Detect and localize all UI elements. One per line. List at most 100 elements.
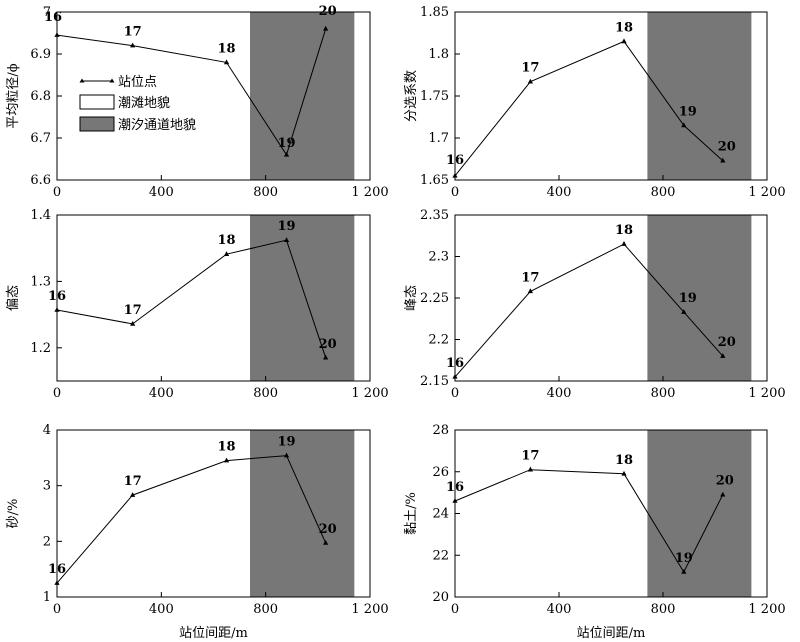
- y-tick-label: 1.85: [420, 5, 449, 20]
- data-point-marker: [223, 59, 230, 65]
- y-axis-label: 峰态: [404, 285, 419, 311]
- y-tick-label: 24: [432, 507, 449, 522]
- data-point-marker: [223, 457, 230, 463]
- y-tick-label: 2.15: [420, 374, 449, 389]
- y-tick-label: 4: [43, 423, 51, 438]
- y-tick-label: 1.75: [420, 89, 449, 104]
- data-point-marker: [130, 42, 136, 48]
- y-axis-label: 砂/%: [6, 499, 21, 529]
- data-point-marker: [130, 492, 136, 497]
- y-tick-label: 2.3: [428, 250, 449, 265]
- station-label-20: 20: [718, 140, 736, 155]
- x-tick-label: 0: [451, 386, 459, 401]
- x-tick-label: 0: [53, 185, 61, 200]
- station-label-18: 18: [217, 440, 235, 455]
- y-tick-label: 2: [43, 534, 51, 549]
- y-axis-label: 黏土/%: [403, 492, 419, 535]
- y-tick-label: 2.35: [420, 208, 449, 223]
- station-label-19: 19: [675, 551, 693, 566]
- data-point-marker: [452, 373, 458, 379]
- station-label-16: 16: [446, 356, 464, 371]
- y-tick-label: 3: [43, 479, 51, 494]
- data-point-marker: [720, 491, 726, 497]
- x-tick-label: 800: [253, 185, 278, 200]
- panel-4: 2.15 2.2 2.25 2.3 2.35 0 400 800 1 200 峰态 16 17 18 19…: [404, 208, 786, 401]
- data-point-marker: [323, 354, 329, 360]
- data-point-marker: [54, 32, 60, 37]
- data-point-marker: [621, 470, 627, 476]
- y-axis-label: 偏态: [6, 285, 21, 311]
- station-label-18: 18: [615, 223, 633, 238]
- legend: 站位点 潮滩地貌 潮汐通道地貌: [79, 75, 196, 133]
- data-point-marker: [452, 497, 458, 503]
- panel-2: 1.65 1.7 1.75 1.8 1.85 0 400 800 1 200 分选系数 16 17 18…: [404, 5, 786, 200]
- data-point-marker: [527, 466, 533, 472]
- x-tick-label: 400: [547, 602, 572, 617]
- channel-shade-band: [647, 430, 752, 597]
- x-axis-label: 站位间距/m: [179, 626, 248, 641]
- station-label-20: 20: [716, 474, 734, 489]
- y-tick-label: 22: [432, 548, 449, 563]
- data-point-marker: [527, 78, 533, 84]
- station-label-16: 16: [446, 480, 464, 495]
- panel-6: 20 22 24 26 28 0 400 800 1 200 黏土/% 站位间距/m 16 17 18 19…: [403, 423, 786, 641]
- panel-5: 1 2 3 4 0 400 800 1 200 砂/% 站位间距/m 16 17 18 19 20: [6, 423, 389, 641]
- data-point-marker: [283, 452, 290, 458]
- station-label-20: 20: [319, 4, 337, 19]
- data-point-marker: [283, 237, 290, 243]
- x-tick-label: 800: [651, 386, 676, 401]
- channel-shade-band: [647, 215, 752, 381]
- data-point-marker: [621, 38, 627, 44]
- station-label-17: 17: [124, 25, 142, 40]
- y-tick-label: 1.4: [30, 208, 51, 223]
- legend-gray-box: [79, 116, 115, 132]
- y-tick-label: 6.8: [30, 89, 51, 104]
- legend-item-station: 站位点: [79, 75, 157, 90]
- station-label-16: 16: [44, 10, 62, 25]
- legend-label-tidal-channel: 潮汐通道地貌: [118, 117, 196, 133]
- channel-shade-band: [250, 12, 355, 180]
- data-point-marker: [54, 306, 60, 312]
- plot-frame: [56, 214, 371, 382]
- station-label-17: 17: [521, 449, 539, 464]
- station-label-17: 17: [124, 474, 142, 489]
- y-tick-label: 1.65: [420, 173, 449, 188]
- y-tick-label: 26: [432, 465, 449, 480]
- y-tick-label: 1.2: [30, 341, 51, 356]
- data-point-marker: [130, 320, 136, 326]
- station-label-19: 19: [277, 136, 295, 151]
- data-point-marker: [720, 353, 726, 358]
- y-tick-label: 28: [432, 423, 449, 438]
- x-tick-label: 0: [451, 185, 459, 200]
- y-tick-label: 1.8: [428, 47, 449, 62]
- y-tick-label: 7: [43, 5, 51, 20]
- y-tick-label: 1.7: [428, 131, 449, 146]
- x-tick-label: 1 200: [748, 602, 785, 617]
- y-axis-label: 分选系数: [404, 70, 419, 122]
- data-point-marker: [54, 580, 60, 585]
- y-tick-label: 6.7: [30, 131, 51, 146]
- data-point-marker: [681, 122, 687, 128]
- data-point-marker: [720, 157, 726, 163]
- data-point-marker: [223, 251, 230, 256]
- station-label-20: 20: [319, 337, 337, 352]
- data-point-marker: [452, 172, 458, 178]
- station-label-20: 20: [718, 335, 736, 350]
- data-point-marker: [621, 241, 627, 246]
- y-tick-label: 6.9: [30, 47, 51, 62]
- x-tick-label: 1 200: [351, 602, 388, 617]
- station-label-18: 18: [217, 233, 235, 248]
- channel-shade-band: [250, 215, 355, 381]
- panels-group: 6.66.76.86.970 400 800 1 200平均粒径/ϕ161718192…: [6, 4, 786, 641]
- data-point-marker: [323, 25, 329, 31]
- y-tick-label: 1: [43, 590, 51, 605]
- x-tick-label: 800: [651, 602, 676, 617]
- channel-shade-band: [250, 430, 355, 597]
- x-tick-label: 800: [253, 602, 278, 617]
- station-label-16: 16: [48, 289, 66, 304]
- x-tick-label: 400: [547, 185, 572, 200]
- legend-triangle-marker-right: [109, 78, 115, 83]
- y-axis-label: 平均粒径/ϕ: [6, 63, 21, 128]
- legend-item-tidal-channel: 潮汐通道地貌: [79, 116, 196, 133]
